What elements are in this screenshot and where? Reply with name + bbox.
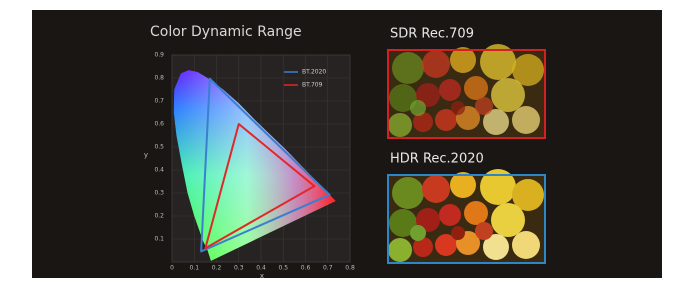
x-tick-label: 0.6 bbox=[301, 265, 311, 272]
fruit bbox=[410, 100, 426, 116]
fruit bbox=[475, 222, 493, 240]
fruit bbox=[491, 78, 525, 112]
y-tick-label: 0.4 bbox=[154, 167, 164, 174]
fruit bbox=[475, 97, 493, 115]
infographic: Color Dynamic Range x y SDR Rec.709 HDR R… bbox=[0, 0, 690, 285]
fruit bbox=[392, 52, 424, 84]
fruit bbox=[410, 225, 426, 241]
fruit bbox=[439, 79, 461, 101]
x-tick-label: 0 bbox=[170, 265, 174, 272]
x-axis-label: x bbox=[260, 272, 264, 280]
x-tick-label: 0.7 bbox=[323, 265, 333, 272]
panel-label: HDR Rec.2020 bbox=[390, 152, 484, 167]
y-tick-label: 0.6 bbox=[154, 121, 164, 128]
y-axis-label: y bbox=[144, 151, 148, 159]
x-tick-label: 0.8 bbox=[345, 265, 355, 272]
y-tick-label: 0.7 bbox=[154, 98, 164, 105]
x-tick-label: 0.2 bbox=[212, 265, 222, 272]
fruit-photo bbox=[388, 44, 545, 138]
fruit bbox=[422, 50, 450, 78]
chart-title: Color Dynamic Range bbox=[150, 24, 302, 40]
x-tick-label: 0.1 bbox=[189, 265, 199, 272]
fruit bbox=[439, 204, 461, 226]
legend-label: BT.2020 bbox=[302, 69, 326, 76]
fruit bbox=[512, 106, 540, 134]
legend-label: BT.709 bbox=[302, 82, 323, 89]
panel-label: SDR Rec.709 bbox=[390, 27, 474, 42]
y-tick-label: 0.3 bbox=[154, 190, 164, 197]
fruit bbox=[388, 113, 412, 137]
x-tick-label: 0.5 bbox=[278, 265, 288, 272]
fruit bbox=[464, 201, 488, 225]
fruit bbox=[464, 76, 488, 100]
fruit bbox=[451, 101, 465, 115]
fruit bbox=[392, 177, 424, 209]
x-tick-label: 0.4 bbox=[256, 265, 266, 272]
fruit bbox=[512, 231, 540, 259]
x-tick-label: 0.3 bbox=[234, 265, 244, 272]
fruit-photo bbox=[388, 169, 545, 263]
fruit bbox=[451, 226, 465, 240]
y-tick-label: 0.9 bbox=[154, 52, 164, 59]
fruit bbox=[491, 203, 525, 237]
fruit bbox=[422, 175, 450, 203]
y-tick-label: 0.8 bbox=[154, 75, 164, 82]
y-tick-label: 0.2 bbox=[154, 213, 164, 220]
fruit bbox=[388, 238, 412, 262]
y-tick-label: 0.1 bbox=[154, 236, 164, 243]
y-tick-label: 0.5 bbox=[154, 144, 164, 151]
